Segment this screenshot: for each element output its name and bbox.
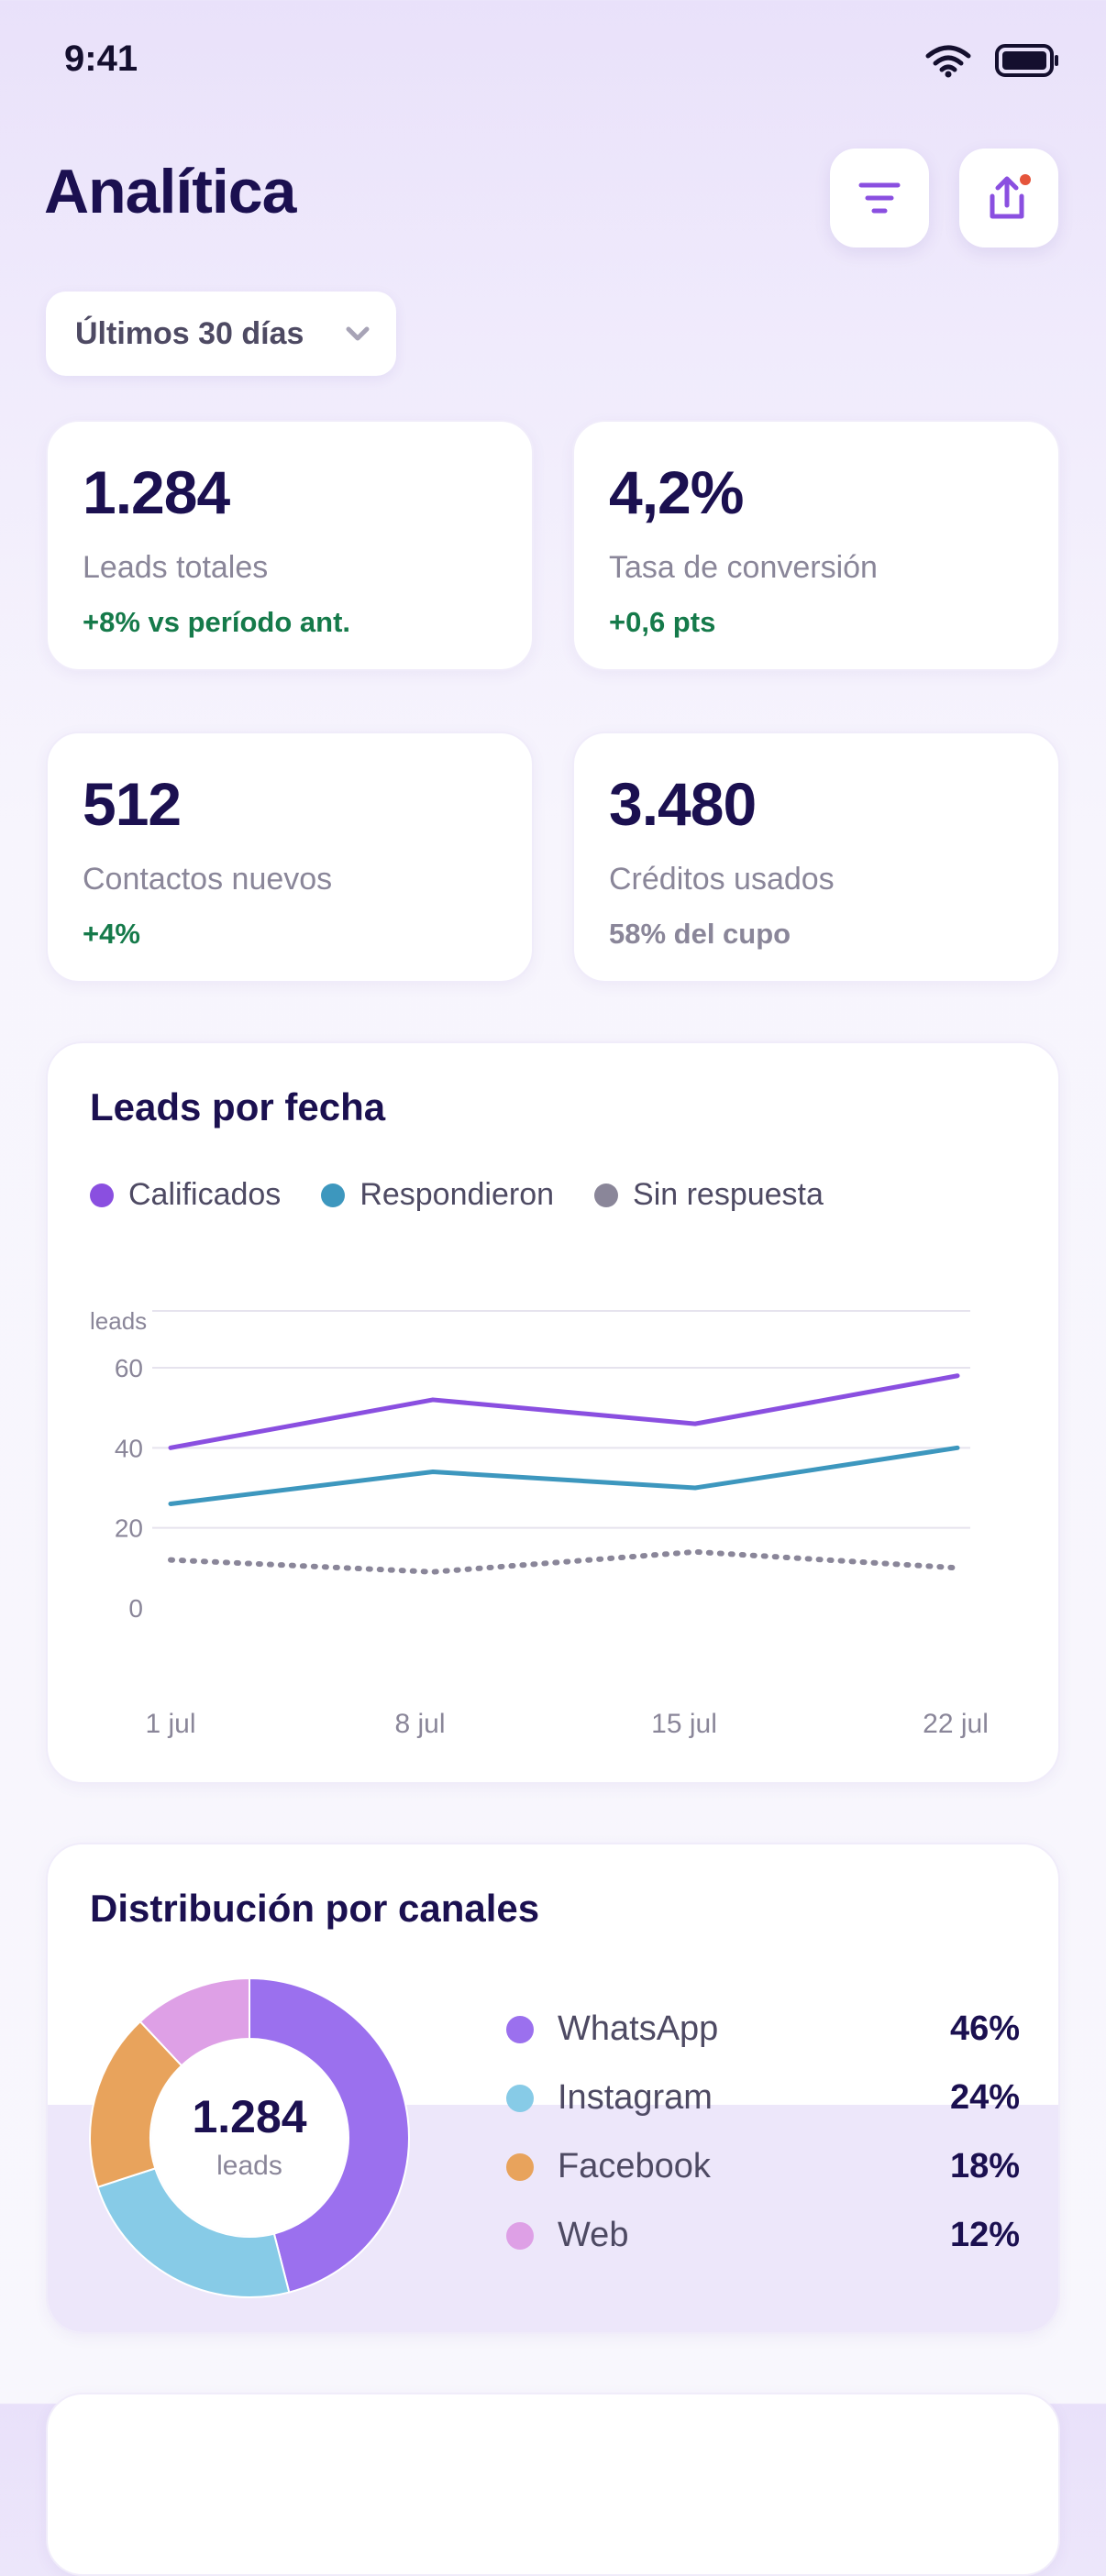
chart-legend: Calificados Respondieron Sin respuesta — [90, 1177, 824, 1213]
date-range-select[interactable]: Últimos 30 días — [46, 292, 396, 376]
leads-by-date-card: Leads por fecha Calificados Respondieron… — [46, 1041, 1060, 1784]
x-tick-label: 8 jul — [394, 1709, 445, 1739]
legend-item-calificados[interactable]: Calificados — [90, 1177, 281, 1213]
channel-row-web[interactable]: Web 12% — [506, 2216, 1020, 2255]
channel-name: WhatsApp — [558, 2009, 719, 2048]
status-time: 9:41 — [64, 39, 138, 79]
kpi-card-conversion[interactable]: 4,2% Tasa de conversión +0,6 pts — [572, 420, 1060, 671]
y-axis-unit: leads — [90, 1307, 147, 1335]
channel-name: Facebook — [558, 2147, 711, 2185]
kpi-delta: +0,6 pts — [609, 606, 716, 638]
channel-distribution-card: Distribución por canales 1.284 leads Wha… — [46, 1843, 1060, 2334]
channel-name: Web — [558, 2216, 629, 2254]
kpi-value: 512 — [83, 770, 182, 838]
x-tick-label: 1 jul — [145, 1709, 195, 1739]
kpi-label: Créditos usados — [609, 862, 835, 897]
kpi-card-leads[interactable]: 1.284 Leads totales +8% vs período ant. — [46, 420, 534, 671]
channel-pct: 12% — [949, 2216, 1020, 2254]
filter-button[interactable] — [830, 149, 929, 248]
kpi-label: Contactos nuevos — [83, 862, 333, 897]
wifi-icon — [925, 45, 971, 78]
chart-title: Leads por fecha — [90, 1085, 386, 1128]
channel-pct: 46% — [949, 2009, 1020, 2048]
kpi-card-credits[interactable]: 3.480 Créditos usados 58% del cupo — [572, 732, 1060, 983]
donut-total: 1.284 — [192, 2091, 307, 2142]
facebook-dot — [506, 2152, 534, 2181]
y-tick-label: 0 — [128, 1594, 143, 1623]
x-tick-label: 22 jul — [923, 1709, 989, 1739]
status-icons — [924, 42, 1060, 79]
kpi-value: 4,2% — [609, 458, 744, 526]
battery-icon — [995, 44, 1058, 77]
kpi-label: Leads totales — [83, 550, 269, 585]
chevron-down-icon — [346, 326, 370, 341]
filter-icon — [858, 182, 901, 214]
kpi-delta: +8% vs período ant. — [83, 606, 351, 638]
series-line-calificados — [168, 1373, 960, 1450]
kpi-value: 1.284 — [83, 458, 230, 526]
kpi-delta: +4% — [83, 918, 140, 950]
channel-pct: 18% — [949, 2147, 1020, 2185]
channel-pct: 24% — [949, 2078, 1020, 2117]
whatsapp-dot — [506, 2015, 534, 2043]
series-line-sin-respuesta — [168, 1548, 960, 1575]
donut-total-label: leads — [216, 2151, 282, 2181]
y-tick-label: 40 — [115, 1434, 143, 1462]
donut-chart — [89, 1976, 410, 2298]
export-button[interactable] — [959, 149, 1058, 248]
channel-row-whatsapp[interactable]: WhatsApp 46% — [506, 2009, 1020, 2049]
donut-slice-instagram — [96, 2167, 291, 2298]
channel-name: Instagram — [558, 2078, 713, 2117]
instagram-dot — [506, 2084, 534, 2112]
y-tick-label: 20 — [115, 1514, 143, 1543]
donut-slice-web — [138, 1976, 250, 2067]
line-chart: leads 0 20 40 60 1 jul 8 jul 15 jul 22 jul — [90, 1307, 989, 1739]
kpi-label: Tasa de conversión — [609, 550, 878, 585]
series-line-respondieron — [168, 1445, 960, 1506]
kpi-value: 3.480 — [609, 770, 757, 838]
date-range-label: Últimos 30 días — [75, 315, 304, 351]
kpi-card-contacts[interactable]: 512 Contactos nuevos +4% — [46, 732, 534, 983]
notification-dot — [1020, 174, 1031, 185]
legend-item-sin-respuesta[interactable]: Sin respuesta — [594, 1177, 824, 1213]
kpi-delta: 58% del cupo — [609, 918, 791, 950]
channel-row-facebook[interactable]: Facebook 18% — [506, 2147, 1020, 2186]
page-title: Analítica — [44, 157, 296, 226]
web-dot — [506, 2221, 534, 2250]
donut-hole — [151, 2040, 348, 2236]
y-tick-label: 60 — [115, 1354, 143, 1382]
donut-slice-whatsapp — [249, 1976, 410, 2294]
legend-item-respondieron[interactable]: Respondieron — [321, 1177, 554, 1213]
channels-title: Distribución por canales — [90, 1887, 540, 1930]
channel-row-instagram[interactable]: Instagram 24% — [506, 2078, 1020, 2118]
share-icon — [990, 174, 1031, 219]
next-card — [46, 2393, 1060, 2576]
x-tick-label: 15 jul — [651, 1709, 717, 1739]
